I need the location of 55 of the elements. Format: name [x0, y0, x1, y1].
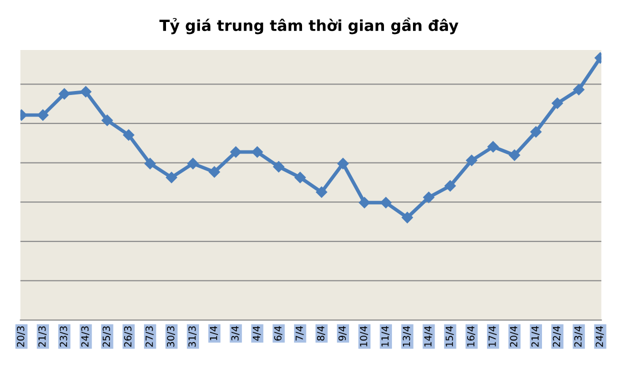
point [508, 150, 520, 161]
point [358, 197, 370, 208]
x-tick-label: 7/4 [296, 326, 304, 340]
point [337, 158, 349, 170]
point [144, 158, 156, 170]
point [58, 88, 70, 100]
x-tick-label: 30/3 [166, 326, 176, 347]
x-tick-label: 25/3 [102, 326, 111, 347]
point [316, 186, 328, 198]
x-tick-label: 6/4 [274, 326, 282, 341]
x-tick-label: 21/4 [531, 326, 540, 347]
x-tick-label: 22/4 [552, 326, 561, 347]
x-tick-label: 17/4 [488, 326, 497, 346]
point [37, 109, 49, 121]
x-tick-label: 11/4 [381, 326, 390, 346]
point [102, 114, 113, 126]
point [252, 146, 263, 158]
point [466, 154, 478, 166]
point [573, 84, 584, 96]
x-tick-label: 16/4 [467, 326, 476, 346]
x-tick-label: 23/4 [574, 326, 582, 347]
x-tick-label: 13/4 [402, 326, 411, 346]
point [230, 146, 242, 158]
x-tick-label: 10/4 [360, 326, 368, 346]
point [402, 212, 413, 224]
point [123, 129, 134, 141]
point [166, 172, 178, 184]
x-tick-label: 4/4 [252, 326, 261, 341]
x-tick-label: 27/3 [146, 326, 154, 347]
point [294, 172, 306, 184]
x-tick-label: 1/4 [210, 326, 218, 340]
chart-title: Tỷ giá trung tâm thời gian gần đây [159, 18, 458, 34]
point [80, 86, 92, 98]
x-tick-label: 23/3 [60, 326, 68, 347]
x-tick-label: 31/3 [188, 326, 197, 347]
x-tick-label: 24/4 [596, 326, 604, 347]
x-tick-label: 21/3 [38, 326, 46, 347]
point [487, 141, 499, 152]
point [187, 158, 199, 170]
x-tick-label: 24/3 [81, 326, 90, 347]
point [423, 192, 434, 203]
point [530, 126, 542, 138]
point [444, 180, 456, 192]
point [380, 197, 392, 208]
x-tick-label: 9/4 [338, 326, 347, 341]
point [552, 98, 563, 109]
x-tick-label: 15/4 [446, 326, 454, 346]
point [208, 166, 220, 178]
point [273, 161, 284, 172]
x-tick-label: 3/4 [231, 326, 240, 341]
x-tick-label: 20/3 [16, 326, 26, 347]
x-tick-label: 14/4 [424, 326, 432, 346]
x-tick-label: 8/4 [317, 326, 326, 341]
x-tick-label: 26/3 [124, 326, 132, 347]
x-tick-label: 20/4 [510, 326, 518, 347]
